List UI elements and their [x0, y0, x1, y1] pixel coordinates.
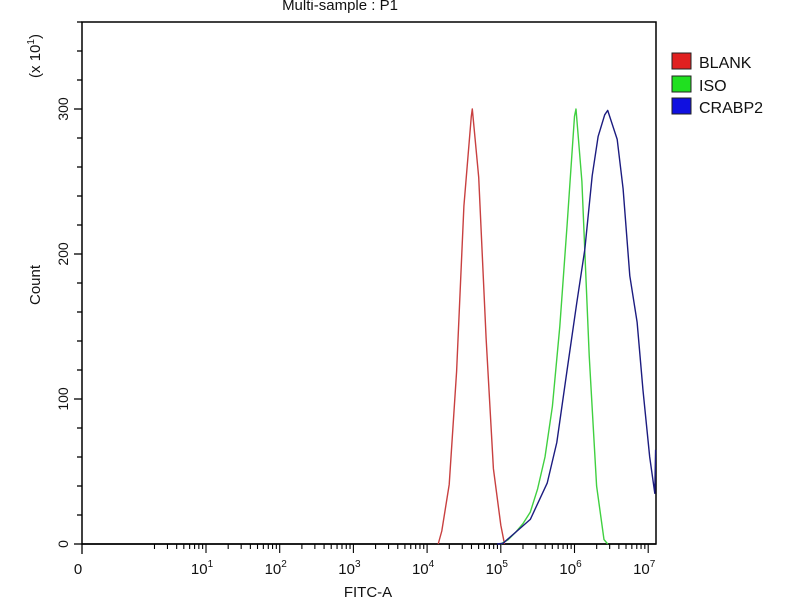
series-line-iso	[500, 108, 609, 545]
x-axis-label: FITC-A	[344, 584, 392, 600]
legend-label: BLANK	[699, 55, 752, 72]
y-multiplier-exp: 1	[26, 39, 37, 45]
legend-swatch-iso	[671, 75, 692, 93]
x-tick-exp: 2	[281, 559, 287, 570]
series-line-blank	[437, 108, 506, 545]
legend-swatch-blank	[671, 52, 692, 70]
x-tick-base: 10	[412, 561, 429, 578]
x-tick-base: 0	[74, 561, 82, 578]
x-tick-label: 102	[265, 559, 288, 578]
y-tick-label: 200	[55, 242, 71, 266]
x-axis: 0 101 102 103 104 105 106 107	[74, 543, 656, 578]
x-tick-label: 104	[412, 559, 435, 578]
legend-label: CRABP2	[699, 100, 763, 117]
plot-curves	[437, 108, 657, 545]
x-tick-label: 106	[559, 559, 582, 578]
x-tick-label: 0	[74, 561, 82, 578]
plot-frame	[81, 21, 657, 545]
y-tick-label: 0	[55, 540, 71, 548]
y-tick-label: 300	[55, 97, 71, 121]
legend-swatch-crabp2	[671, 97, 692, 115]
x-tick-label: 105	[486, 559, 509, 578]
x-tick-base: 10	[191, 561, 208, 578]
x-tick-exp: 4	[429, 559, 435, 570]
y-axis-label: Count	[27, 264, 44, 305]
y-multiplier-close: )	[27, 34, 44, 39]
x-tick-base: 10	[338, 561, 355, 578]
x-tick-label: 101	[191, 559, 214, 578]
legend: BLANK ISO CRABP2	[671, 52, 763, 117]
x-tick-exp: 6	[576, 559, 582, 570]
legend-label: ISO	[699, 78, 727, 95]
x-tick-label: 103	[338, 559, 361, 578]
x-tick-base: 10	[486, 561, 503, 578]
x-tick-base: 10	[265, 561, 282, 578]
x-tick-exp: 3	[355, 559, 361, 570]
series-line-crabp2	[497, 109, 657, 545]
y-multiplier-label: (x 101)	[26, 34, 44, 78]
x-tick-base: 10	[559, 561, 576, 578]
x-tick-exp: 5	[502, 559, 508, 570]
x-tick-label: 107	[633, 559, 656, 578]
x-tick-exp: 1	[208, 559, 214, 570]
x-tick-exp: 7	[650, 559, 656, 570]
y-tick-label: 100	[55, 387, 71, 411]
x-tick-base: 10	[633, 561, 650, 578]
y-axis: 0 100 200 300	[55, 21, 82, 548]
y-multiplier-base: (x 10	[27, 45, 44, 78]
chart-title: Multi-sample : P1	[282, 0, 398, 14]
